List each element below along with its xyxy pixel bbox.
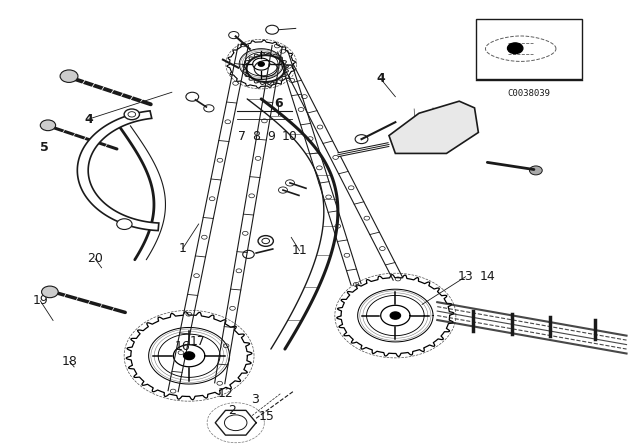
Text: 18: 18	[61, 355, 77, 368]
Text: 13: 13	[458, 270, 474, 283]
Text: 8: 8	[252, 129, 260, 142]
Polygon shape	[389, 101, 478, 153]
Text: C0038039: C0038039	[508, 89, 550, 98]
Text: 5: 5	[40, 141, 49, 154]
Circle shape	[390, 312, 401, 319]
Circle shape	[60, 70, 78, 82]
Circle shape	[355, 135, 368, 144]
Text: 11: 11	[292, 244, 307, 257]
Text: 10: 10	[282, 129, 298, 142]
Circle shape	[243, 250, 254, 258]
Circle shape	[508, 43, 523, 54]
Circle shape	[258, 236, 273, 246]
Text: 1: 1	[179, 242, 187, 255]
Circle shape	[124, 109, 140, 120]
Circle shape	[184, 352, 195, 360]
Circle shape	[259, 62, 264, 66]
Text: 4: 4	[84, 112, 93, 125]
Text: 3: 3	[251, 393, 259, 406]
Bar	[476, 18, 582, 79]
Circle shape	[116, 219, 132, 229]
Circle shape	[42, 286, 58, 297]
Text: 7: 7	[238, 129, 246, 142]
Text: 14: 14	[479, 270, 495, 283]
Circle shape	[40, 120, 56, 131]
Text: 17: 17	[189, 335, 205, 348]
Text: 15: 15	[259, 409, 275, 422]
Text: 6: 6	[274, 97, 283, 110]
Text: 4: 4	[376, 72, 385, 86]
Circle shape	[186, 92, 198, 101]
Circle shape	[529, 166, 542, 175]
Text: 9: 9	[268, 129, 275, 142]
Text: 2: 2	[228, 404, 236, 417]
Text: 16: 16	[175, 340, 191, 353]
Text: 12: 12	[218, 387, 234, 400]
Text: 19: 19	[33, 294, 48, 307]
Text: 20: 20	[87, 252, 103, 265]
Polygon shape	[77, 111, 159, 231]
